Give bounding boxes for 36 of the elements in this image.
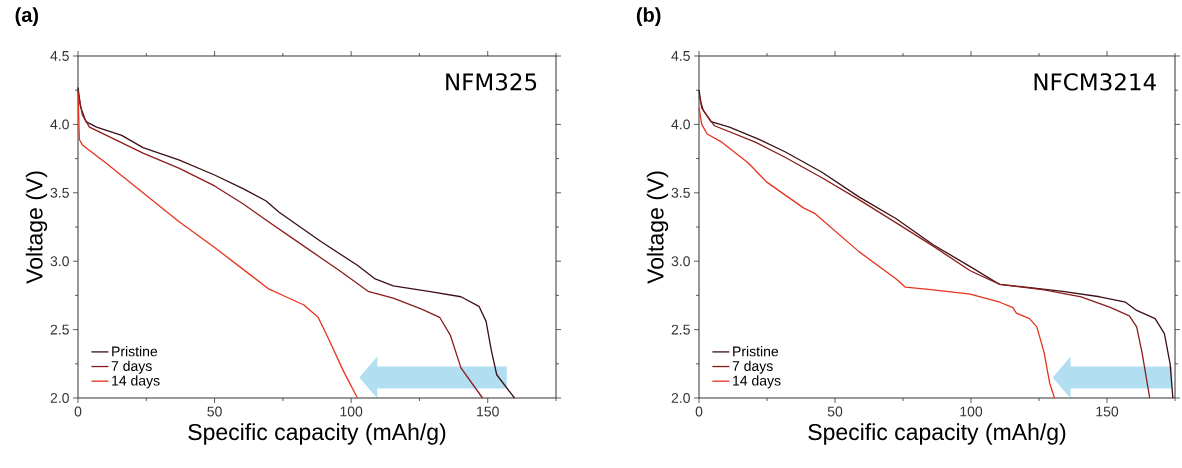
x-tick-label: 150 xyxy=(477,406,499,417)
x-tick-label: 100 xyxy=(340,406,363,417)
annotation: NFCM3214 xyxy=(1034,73,1156,91)
x-tick-label: 100 xyxy=(960,406,983,417)
y-tick-label: 2.5 xyxy=(671,324,690,335)
y-tick-label: 3.5 xyxy=(50,187,69,198)
y-tick-label: 3.0 xyxy=(671,256,690,267)
y-tick-label: 4.5 xyxy=(50,51,69,61)
y-tick-label: 4.5 xyxy=(671,51,690,61)
y-tick-label: 3.5 xyxy=(671,187,690,198)
x-tick-label: 50 xyxy=(827,406,843,417)
x-tick-label: 0 xyxy=(74,406,82,417)
y-tick-label: 4.0 xyxy=(50,119,69,130)
y-tick-label: 3.0 xyxy=(50,256,69,267)
line-series xyxy=(77,92,359,399)
y-axis-title: Voltage (V) xyxy=(646,171,669,284)
legend-label: 7 days xyxy=(111,360,152,374)
y-tick-label: 4.0 xyxy=(671,119,690,130)
x-tick-label: 150 xyxy=(1096,406,1119,417)
y-tick-label: 2.0 xyxy=(671,393,690,403)
chart-title: (b) xyxy=(636,7,661,26)
y-tick-label: 2.5 xyxy=(50,324,69,335)
legend-label: 14 days xyxy=(112,375,160,389)
x-axis-title: Specific capacity (mAh/g) xyxy=(188,423,446,445)
line-series xyxy=(698,107,1056,399)
legend-label: 7 days xyxy=(732,360,773,374)
x-tick-label: 50 xyxy=(207,406,222,417)
chart-title: (a) xyxy=(15,7,39,26)
annotation: NFM325 xyxy=(446,73,537,91)
x-axis-title: Specific capacity (mAh/g) xyxy=(808,423,1066,445)
legend-label: 14 days xyxy=(733,375,781,389)
legend-label: Pristine xyxy=(112,346,158,357)
legend-label: Pristine xyxy=(733,346,779,357)
y-axis-title: Voltage (V) xyxy=(25,171,48,284)
x-tick-label: 0 xyxy=(695,406,703,417)
y-tick-label: 2.0 xyxy=(50,393,69,403)
